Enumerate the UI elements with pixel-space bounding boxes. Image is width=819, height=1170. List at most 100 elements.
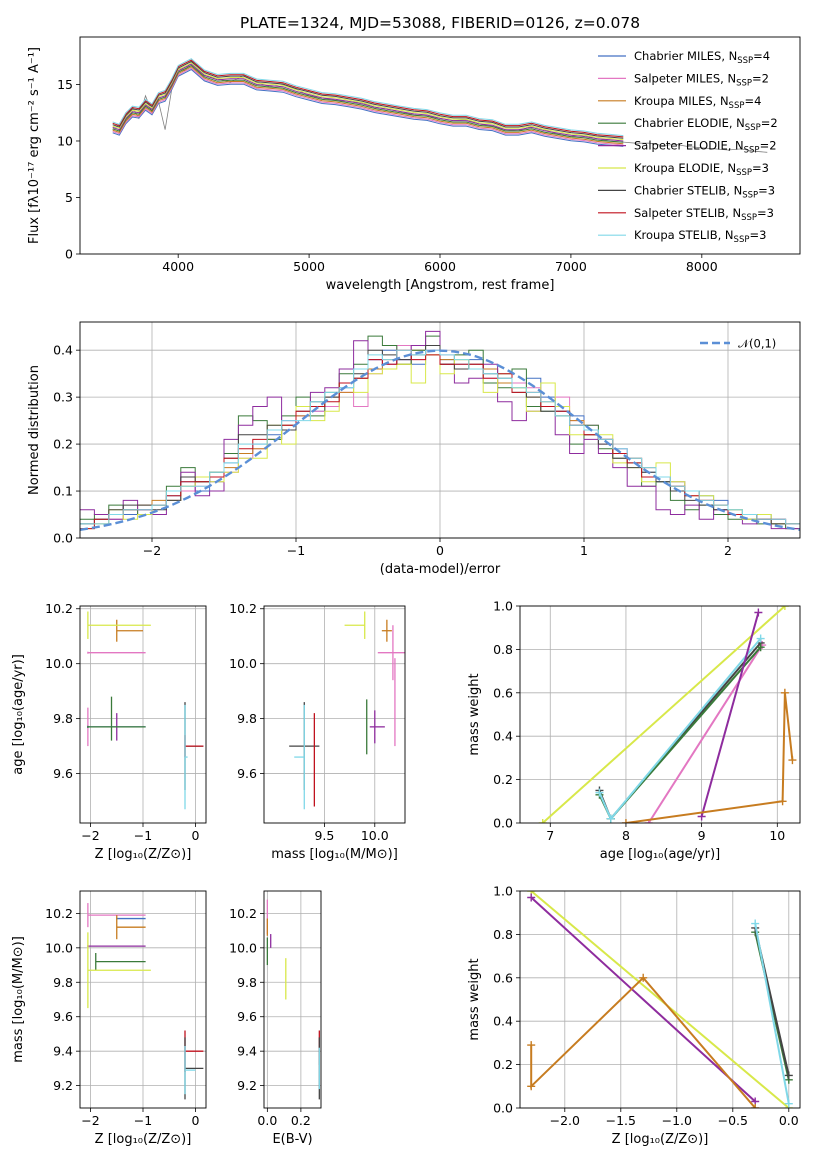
error-bar-point [87, 725, 146, 728]
y-tick-label: 10.0 [229, 656, 257, 671]
x-tick-label: 0 [436, 543, 444, 558]
error-bar-point [184, 735, 204, 758]
axes-frame [263, 605, 406, 824]
legend-label: Chabrier STELIB, NSSP=3 [634, 183, 775, 200]
y-tick-label: 0.2 [493, 1057, 513, 1072]
panel-6: 0.0 0.2 9.2 9.4 9.6 9.8 10.0 10.2 E(B-V) [229, 890, 322, 1147]
x-tick-label: 4000 [162, 259, 194, 274]
mass-weight-line [530, 976, 756, 1108]
x-tick-label: 8000 [686, 259, 718, 274]
y-tick-label: 1.0 [493, 884, 513, 899]
y-axis-label: mass weight [467, 958, 482, 1040]
x-axis-label: E(B-V) [272, 1132, 312, 1147]
panel-1: −2 −1 0 1 2 0.0 0.1 0.2 0.3 0.4 (data-model)/error… [27, 321, 801, 577]
mass-weight-marker [538, 819, 547, 823]
y-tick-label: 10.0 [45, 656, 73, 671]
plot-area [538, 606, 797, 823]
mass-weight-marker [756, 634, 765, 643]
x-tick-label: 7000 [555, 259, 587, 274]
y-tick-label: 0.4 [493, 729, 513, 744]
mass-weight-line [647, 644, 764, 823]
x-tick-label: 5000 [293, 259, 325, 274]
panel-4: 7 8 9 10 0.0 0.2 0.4 0.6 0.8 1.0 age [log₁₀(age/yr… [467, 599, 801, 862]
y-tick-label: 0.0 [493, 816, 513, 831]
mass-weight-line [754, 923, 790, 1104]
model-line [112, 59, 624, 138]
y-tick-label: 9.8 [53, 975, 73, 990]
histogram-step [80, 330, 800, 530]
error-bar-point [344, 611, 366, 639]
error-bar-point [116, 917, 146, 920]
panel-7: −2.0 −1.5 −1.0 −0.5 0.0 0.0 0.2 0.4 0.6 0.8 1.0 Z [… [467, 884, 801, 1147]
mass-weight-line [530, 896, 756, 1103]
model-line [112, 66, 624, 145]
x-axis-label: wavelength [Angstrom, rest frame] [326, 278, 555, 293]
error-bar-point [184, 704, 188, 810]
y-tick-label: 9.6 [53, 1009, 73, 1024]
panel-0: 4000 5000 6000 7000 8000 0 5 10 15 wavelength [An… [27, 36, 801, 293]
legend-label: Kroupa STELIB, NSSP=3 [634, 228, 766, 245]
mass-weight-marker [527, 893, 536, 902]
y-tick-label: 0.0 [53, 531, 73, 546]
legend: 𝒩(0,1) [700, 337, 776, 351]
x-tick-label: 0 [192, 828, 200, 843]
mass-weight-line [542, 606, 786, 823]
mass-weight-marker [756, 643, 765, 652]
y-tick-label: 0.4 [53, 343, 73, 358]
panel-5: −2 −1 0 9.2 9.4 9.6 9.8 10.0 10.2 Z [log₁₀(Z/Z⊙)]… [11, 890, 207, 1147]
y-tick-label: 0.2 [493, 772, 513, 787]
mass-weight-marker [621, 819, 630, 823]
y-tick-label: 0.4 [493, 1014, 513, 1029]
mass-weight-marker [784, 1071, 793, 1080]
x-tick-label: 0.2 [291, 1113, 311, 1128]
x-tick-label: 10 [769, 828, 785, 843]
x-tick-label: −1 [134, 1113, 152, 1128]
y-axis-label: mass [log₁₀(M/M⊙)] [11, 936, 26, 1063]
mass-weight-marker [527, 1082, 536, 1091]
error-bar-point [87, 932, 151, 1009]
y-tick-label: 0.6 [493, 685, 513, 700]
mass-weight-marker [778, 797, 787, 806]
axes-frame [519, 890, 801, 1109]
y-axis-label: age [log₁₀(age/yr)] [11, 654, 26, 775]
y-tick-label: 9.4 [237, 1044, 257, 1059]
mass-weight-marker [595, 788, 604, 797]
panel-3: 9.5 10.0 9.6 9.8 10.0 10.2 mass [log₁₀(M/M⊙)] [229, 601, 406, 862]
plot-area [289, 611, 405, 810]
legend-label: Chabrier ELODIE, NSSP=2 [634, 116, 778, 133]
mass-weight-marker [784, 1099, 793, 1108]
error-bar-point [184, 1046, 196, 1095]
mass-weight-line [700, 612, 760, 817]
y-tick-label: 0.1 [53, 484, 73, 499]
mass-weight-marker [788, 756, 797, 765]
axes-frame [263, 890, 322, 1109]
y-tick-label: 10.2 [45, 601, 73, 616]
error-bar-point [377, 625, 405, 681]
y-tick-label: 10.2 [45, 906, 73, 921]
axes-frame [79, 890, 207, 1109]
x-tick-label: −2.0 [550, 1113, 580, 1128]
x-axis-label: Z [log₁₀(Z/Z⊙)] [95, 847, 192, 862]
y-tick-label: 9.6 [53, 766, 73, 781]
x-tick-label: −0.5 [718, 1113, 748, 1128]
mass-weight-marker [639, 973, 648, 982]
x-tick-label: 10.0 [361, 828, 389, 843]
error-bar-point [381, 619, 392, 642]
model-line [112, 64, 624, 143]
model-line [112, 68, 624, 147]
y-tick-label: 10.2 [229, 601, 257, 616]
plot-area [87, 611, 204, 810]
legend-label: Salpeter STELIB, NSSP=3 [634, 206, 774, 223]
y-tick-label: 10 [57, 133, 73, 148]
error-bar-point [87, 651, 146, 654]
y-tick-label: 9.2 [53, 1078, 73, 1093]
y-tick-label: 1.0 [493, 599, 513, 614]
model-line [112, 63, 624, 142]
x-axis-label: mass [log₁₀(M/M⊙)] [271, 847, 398, 862]
y-tick-label: 9.4 [53, 1044, 73, 1059]
y-tick-label: 5 [65, 190, 73, 205]
x-tick-label: 2 [724, 543, 732, 558]
y-tick-label: 0 [65, 247, 73, 262]
axes-frame [79, 605, 207, 824]
x-tick-label: 0.0 [257, 1113, 277, 1128]
